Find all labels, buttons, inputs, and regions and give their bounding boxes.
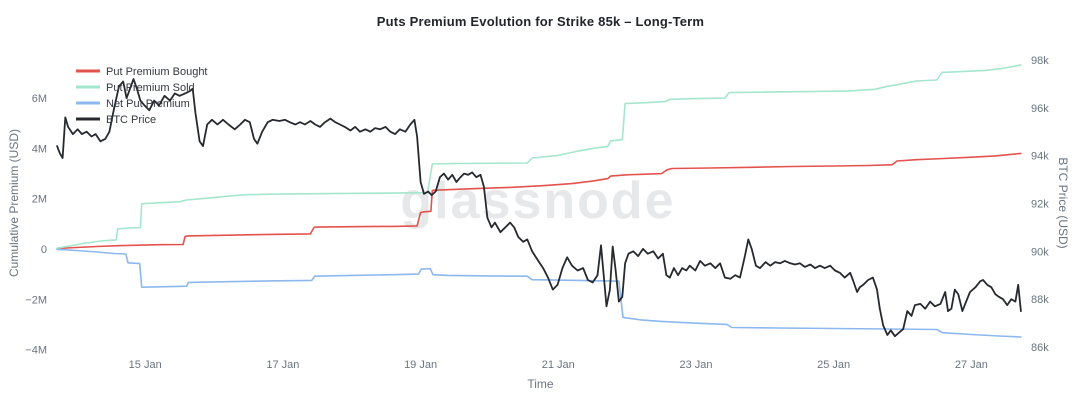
net_put_premium-line xyxy=(56,248,1022,338)
btc_price-line xyxy=(56,78,1022,338)
left-axis-tick: −2M xyxy=(25,294,47,306)
right-axis-tick: 92k xyxy=(1031,198,1049,210)
left-axis-tick: 6M xyxy=(32,93,47,105)
right-axis-tick: 98k xyxy=(1031,55,1049,67)
x-axis-tick: 15 Jan xyxy=(129,359,162,371)
legend-item-put_premium_sold[interactable]: Put Premium Sold xyxy=(76,82,195,94)
put_premium_sold-line xyxy=(56,64,1022,249)
legend-item-net_put_premium[interactable]: Net Put Premium xyxy=(76,98,190,110)
left-axis-tick: −4M xyxy=(25,345,47,357)
legend-item-btc_price[interactable]: BTC Price xyxy=(76,114,156,126)
legend-label-btc_price: BTC Price xyxy=(106,114,156,126)
x-axis-tick: 17 Jan xyxy=(266,359,299,371)
right-axis-tick: 96k xyxy=(1031,103,1049,115)
x-axis-tick: 25 Jan xyxy=(817,359,850,371)
legend-item-put_premium_bought[interactable]: Put Premium Bought xyxy=(76,66,208,78)
x-axis-tick: 27 Jan xyxy=(955,359,988,371)
right-axis-tick: 90k xyxy=(1031,246,1049,258)
left-axis-tick: 4M xyxy=(32,143,47,155)
legend-label-put_premium_sold: Put Premium Sold xyxy=(106,82,195,94)
x-axis-tick: 23 Jan xyxy=(679,359,712,371)
legend-label-put_premium_bought: Put Premium Bought xyxy=(106,66,208,78)
right-axis-tick: 88k xyxy=(1031,294,1049,306)
left-axis-tick: 2M xyxy=(32,194,47,206)
x-axis-tick: 21 Jan xyxy=(542,359,575,371)
put_premium_bought-line xyxy=(56,152,1022,250)
right-axis-tick: 94k xyxy=(1031,151,1049,163)
glassnode-watermark: glassnode xyxy=(400,172,675,230)
x-axis-title: Time xyxy=(527,377,554,391)
chart-title: Puts Premium Evolution for Strike 85k – … xyxy=(376,14,705,29)
legend-label-net_put_premium: Net Put Premium xyxy=(106,98,190,110)
left-axis-tick: 0 xyxy=(41,244,47,256)
x-axis-tick: 19 Jan xyxy=(404,359,437,371)
right-axis-tick: 86k xyxy=(1031,342,1049,354)
